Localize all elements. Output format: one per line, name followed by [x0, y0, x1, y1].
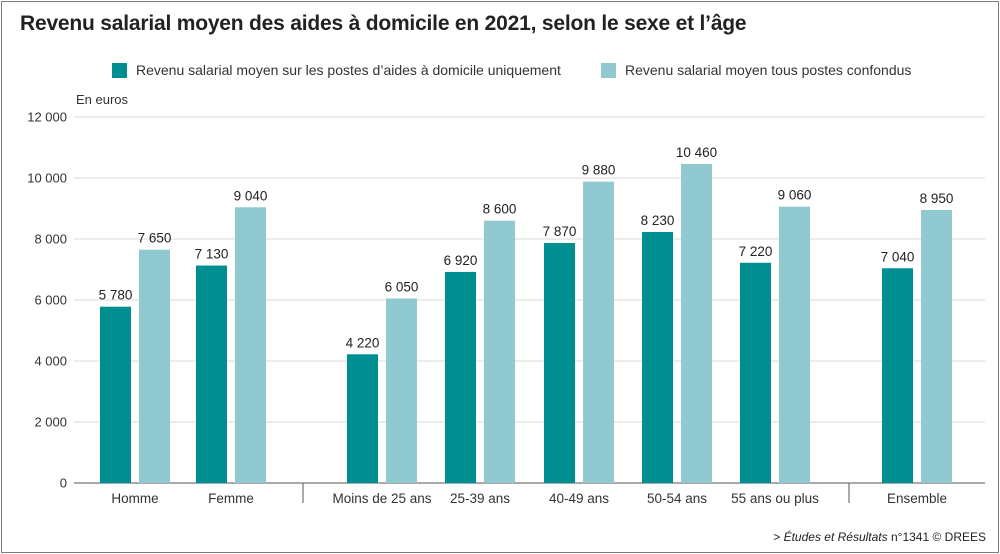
data-label: 7 870 — [543, 224, 577, 239]
y-tick-label: 8 000 — [34, 232, 67, 247]
data-label: 8 600 — [483, 202, 517, 217]
data-label: 8 950 — [920, 191, 954, 206]
bar-postes-aides — [100, 306, 131, 483]
bar-postes-aides — [882, 268, 913, 483]
y-tick-label: 6 000 — [34, 293, 67, 308]
data-label: 9 040 — [234, 188, 268, 203]
bar-postes-aides — [740, 262, 771, 483]
bar-tous-postes — [139, 249, 170, 483]
bar-postes-aides — [544, 242, 575, 483]
x-category-label: Ensemble — [887, 491, 947, 506]
y-tick-label: 10 000 — [27, 171, 67, 186]
y-axis-unit-label: En euros — [76, 92, 129, 107]
bar-tous-postes — [681, 163, 712, 483]
x-category-label: Homme — [111, 491, 158, 506]
x-category-label: 50-54 ans — [647, 491, 707, 506]
legend-label-tous-postes: Revenu salarial moyen tous postes confon… — [625, 62, 912, 78]
legend-label-postes-aides: Revenu salarial moyen sur les postes d’a… — [136, 62, 561, 78]
data-label: 6 050 — [385, 279, 419, 294]
bar-postes-aides — [347, 354, 378, 483]
bar-tous-postes — [235, 207, 266, 483]
bar-tous-postes — [921, 210, 952, 483]
x-category-label: 55 ans ou plus — [731, 491, 819, 506]
bar-tous-postes — [583, 181, 614, 483]
source-note: > Études et Résultats n°1341 © DREES — [773, 530, 986, 544]
source-rest: n°1341 © DREES — [887, 530, 986, 544]
chart-title: Revenu salarial moyen des aides à domici… — [20, 12, 747, 35]
data-label: 7 650 — [138, 231, 172, 246]
bar-tous-postes — [386, 298, 417, 483]
bar-tous-postes — [779, 206, 810, 484]
legend-item-tous-postes: Revenu salarial moyen tous postes confon… — [601, 62, 911, 78]
data-label: 9 880 — [582, 163, 616, 178]
chart-legend: Revenu salarial moyen sur les postes d’a… — [0, 62, 1000, 82]
y-tick-label: 12 000 — [27, 110, 67, 125]
data-label: 7 040 — [881, 249, 915, 264]
data-label: 6 920 — [444, 253, 478, 268]
data-label: 9 060 — [778, 188, 812, 203]
source-publication: Études et Résultats — [783, 530, 888, 544]
data-label: 5 780 — [99, 288, 133, 303]
bar-postes-aides — [445, 271, 476, 483]
data-label: 8 230 — [641, 213, 675, 228]
bar-tous-postes — [484, 220, 515, 483]
legend-swatch-light — [601, 62, 616, 78]
data-label: 7 220 — [739, 244, 773, 259]
x-category-label: 40-49 ans — [549, 491, 609, 506]
legend-swatch-dark — [112, 62, 127, 78]
data-label: 7 130 — [195, 247, 229, 262]
bar-postes-aides — [196, 265, 227, 483]
legend-item-postes-aides: Revenu salarial moyen sur les postes d’a… — [112, 62, 561, 78]
x-category-label: Femme — [208, 491, 254, 506]
data-label: 4 220 — [346, 335, 380, 350]
source-prefix: > — [773, 530, 784, 544]
x-category-label: 25-39 ans — [450, 491, 510, 506]
y-tick-label: 4 000 — [34, 354, 67, 369]
data-label: 10 460 — [676, 145, 717, 160]
x-category-label: Moins de 25 ans — [332, 491, 431, 506]
y-tick-label: 0 — [60, 476, 67, 491]
y-tick-label: 2 000 — [34, 415, 67, 430]
bar-postes-aides — [642, 231, 673, 483]
